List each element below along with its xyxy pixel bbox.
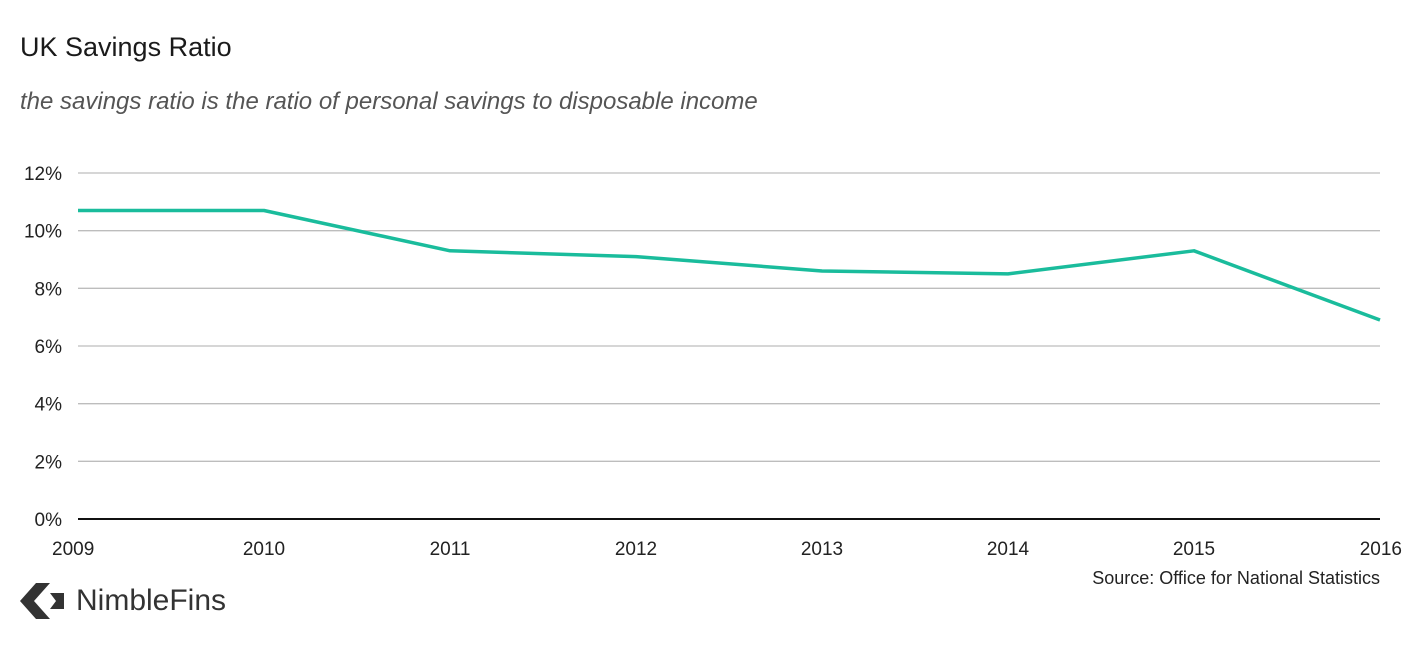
x-axis-ticks: 2009 2010 2011 2012 2013 2014 2015 2016 [52, 539, 1402, 560]
brand-name: NimbleFins [76, 584, 227, 617]
brand-logo: NimbleFins [20, 581, 226, 621]
y-tick-label: 8% [35, 279, 63, 300]
x-tick-label: 2015 [1173, 539, 1215, 560]
x-tick-label: 2009 [52, 539, 94, 560]
x-tick-label: 2016 [1360, 539, 1402, 560]
grid-lines [78, 172, 1380, 462]
x-tick-label: 2010 [243, 539, 285, 560]
y-tick-label: 6% [35, 337, 63, 358]
series-line [78, 208, 1381, 322]
source-note: Source: Office for National Statistics [1092, 568, 1380, 588]
y-tick-label: 10% [24, 222, 62, 243]
y-axis-ticks: 0% 2% 4% 6% 8% 10% 12% [24, 164, 62, 531]
x-tick-label: 2013 [801, 539, 843, 560]
x-tick-label: 2014 [987, 539, 1030, 560]
y-tick-label: 2% [35, 452, 63, 473]
y-tick-label: 0% [35, 510, 63, 531]
chart-title: UK Savings Ratio [20, 32, 232, 62]
chart-subtitle: the savings ratio is the ratio of person… [20, 88, 758, 115]
y-tick-label: 12% [24, 164, 62, 185]
x-tick-label: 2012 [615, 539, 657, 560]
x-tick-label: 2011 [430, 539, 471, 560]
y-tick-label: 4% [35, 395, 63, 416]
chevron-left-icon [20, 583, 64, 619]
